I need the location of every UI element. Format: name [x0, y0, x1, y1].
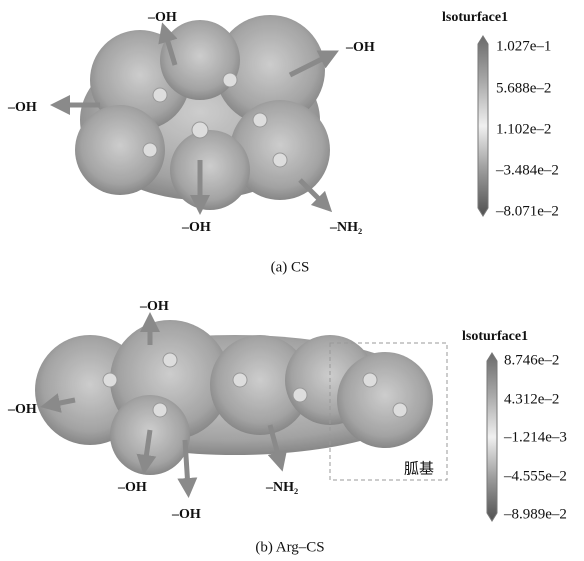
colorbar-tick-label: –4.555e–2 [503, 468, 567, 484]
caption: (a) CS [271, 259, 310, 275]
colorbar-tick-label: 1.027e–1 [496, 38, 551, 54]
arrow [185, 440, 188, 488]
colorbar-tick-label: 8.746e–2 [504, 352, 559, 368]
group-label: –OH [139, 299, 169, 314]
group-label: –OH [181, 220, 211, 235]
group-label: –OH [345, 40, 375, 55]
group-label: –OH [117, 480, 147, 495]
group-label: –OH [7, 100, 37, 115]
group-label: –OH [7, 402, 37, 417]
colorbar [487, 353, 497, 521]
group-label: –OH [147, 10, 177, 25]
colorbar-tick-label: –1.214e–3 [503, 429, 567, 445]
figure: –OH –OH –OH –OH –NH₂ lsoturface1 1.027e–… [0, 0, 584, 561]
colorbar-tick-label: –3.484e–2 [495, 162, 559, 178]
colorbar [478, 36, 488, 216]
colorbar-title: lsoturface1 [462, 329, 528, 344]
colorbar-ticks-a: 1.027e–1 5.688e–2 1.102e–2 –3.484e–2 –8.… [495, 38, 559, 219]
group-label: –NH₂ [329, 220, 362, 235]
colorbar-title: lsoturface1 [442, 10, 508, 25]
group-label: –NH₂ [265, 480, 298, 495]
group-label: –OH [171, 507, 201, 522]
colorbar-ticks-b: 8.746e–2 4.312e–2 –1.214e–3 –4.555e–2 –8… [503, 352, 567, 522]
colorbar-tick-label: 4.312e–2 [504, 391, 559, 407]
colorbar-tick-label: 5.688e–2 [496, 80, 551, 96]
colorbar-tick-label: 1.102e–2 [496, 121, 551, 137]
caption: (b) Arg–CS [255, 539, 324, 555]
colorbar-tick-label: –8.989e–2 [503, 506, 567, 522]
colorbar-tick-label: –8.071e–2 [495, 203, 559, 219]
box-label: 胍基 [404, 460, 434, 477]
